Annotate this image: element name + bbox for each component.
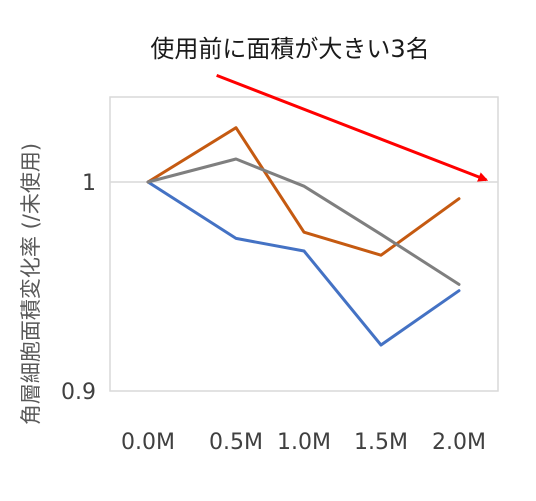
y-axis-label: 角層細胞面積変化率 (/未使用) (19, 143, 43, 425)
annotations (216, 74, 489, 182)
x-tick-label: 0.5M (209, 430, 263, 455)
plot-area-border (109, 96, 499, 392)
y-axis-ticks: 0.91 (61, 171, 96, 405)
x-axis-ticks: 0.0M 0.5M 1.0M 1.5M 2.0M (121, 430, 486, 455)
trend-arrow (216, 74, 489, 182)
x-tick-label: 1.5M (354, 430, 408, 455)
series-lines (146, 126, 461, 347)
y-tick-label: 1 (82, 171, 96, 196)
y-tick-label: 0.9 (61, 380, 96, 405)
series-line-1 (146, 180, 461, 347)
series-line-3 (146, 157, 461, 286)
x-tick-label: 2.0M (432, 430, 486, 455)
x-tick-label: 1.0M (277, 430, 331, 455)
chart-title: 使用前に面積が大きい3名 (150, 35, 429, 63)
x-tick-label: 0.0M (121, 430, 175, 455)
series-line-2 (146, 126, 461, 257)
